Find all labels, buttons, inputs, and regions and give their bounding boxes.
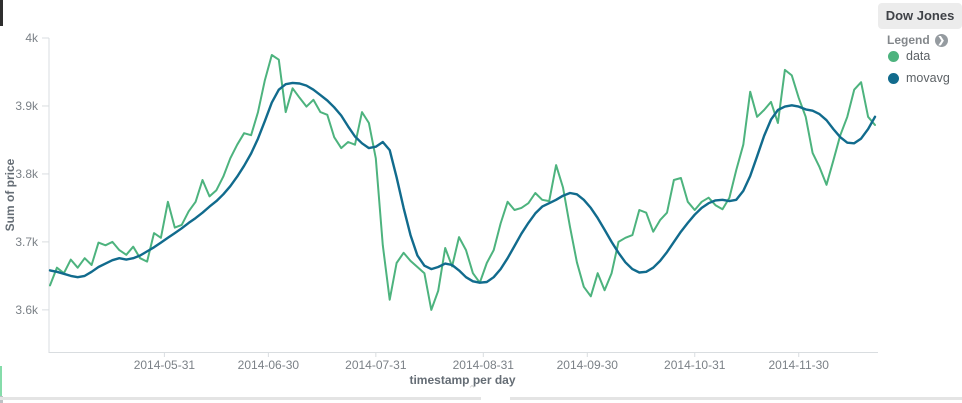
legend-item-data[interactable]: data xyxy=(888,49,930,63)
legend-heading-label: Legend xyxy=(887,33,930,47)
legend-item-label: data xyxy=(906,49,931,63)
collapse-handle-icon[interactable]: ⌃ xyxy=(467,384,477,396)
data-series-line[interactable] xyxy=(49,54,876,311)
y-tick-label: 3.7k xyxy=(15,235,39,249)
top-left-edge-artifact xyxy=(0,0,3,26)
y-tick-label: 3.9k xyxy=(15,99,39,113)
panel-divider-right xyxy=(510,397,962,400)
y-tick-label: 3.6k xyxy=(15,303,39,317)
x-tick-label: 2014-08-31 xyxy=(453,358,515,372)
x-tick-label: 2014-06-30 xyxy=(238,358,300,372)
legend-heading: Legend ❯ xyxy=(887,33,948,47)
legend-item-movavg[interactable]: movavg xyxy=(888,71,950,85)
bottom-left-green-edge xyxy=(0,366,2,396)
x-tick-label: 2014-05-31 xyxy=(134,358,196,372)
legend-item-label: movavg xyxy=(906,71,950,85)
x-tick-label: 2014-11-30 xyxy=(768,358,829,372)
legend-panel: Dow Jones Legend ❯ data movavg xyxy=(877,0,962,200)
x-tick-label: 2014-10-31 xyxy=(664,358,726,372)
y-tick-label: 4k xyxy=(25,31,39,45)
x-tick-label: 2014-07-31 xyxy=(345,358,407,372)
chart-title: Dow Jones xyxy=(878,3,962,29)
data-series-swatch xyxy=(888,50,899,62)
y-axis-title: Sum of price xyxy=(3,158,17,231)
axis-lines xyxy=(48,38,878,353)
legend-toggle-icon[interactable]: ❯ xyxy=(934,33,948,47)
x-axis-title: timestamp per day xyxy=(409,373,515,387)
panel-divider-left xyxy=(0,397,481,400)
movavg-series-line[interactable] xyxy=(48,81,877,284)
y-tick-label: 3.8k xyxy=(15,167,39,181)
x-tick-label: 2014-09-30 xyxy=(557,358,619,372)
movavg-series-swatch xyxy=(888,72,899,84)
